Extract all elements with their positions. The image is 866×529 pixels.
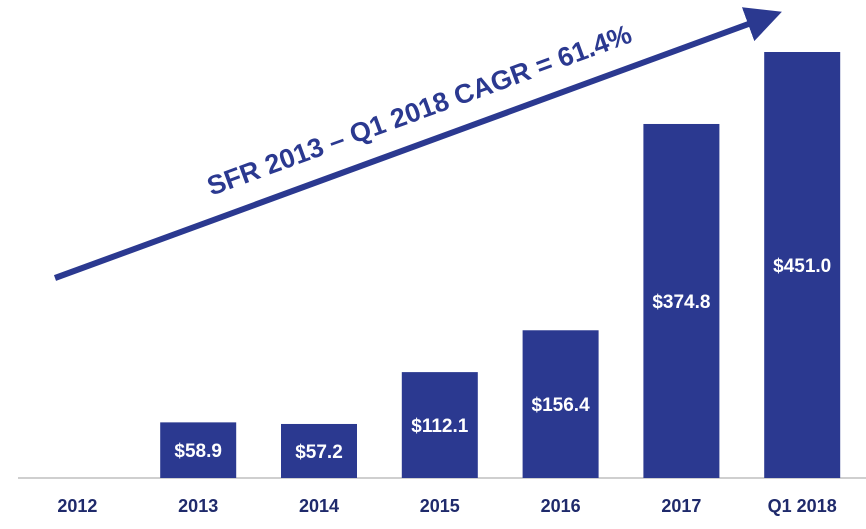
bar — [764, 52, 841, 478]
x-tick-label: 2015 — [420, 496, 460, 516]
value-label: $374.8 — [652, 292, 710, 313]
bar — [643, 123, 720, 479]
bar — [281, 423, 357, 478]
value-label: $112.1 — [411, 416, 468, 437]
bar — [522, 330, 599, 478]
x-tick-label: Q1 2018 — [768, 496, 837, 516]
trend-arrow — [53, 7, 782, 281]
x-tick-label: 2014 — [299, 496, 339, 516]
value-label: $451.0 — [773, 256, 831, 277]
annotation: SFR 2013 – Q1 2018 CAGR = 61.4% — [203, 19, 635, 202]
bar — [401, 372, 478, 478]
value-label: $156.4 — [532, 395, 591, 416]
value-label: $58.9 — [174, 441, 222, 462]
x-tick-label: 2017 — [661, 496, 701, 516]
bar — [160, 422, 237, 478]
value-label: $57.2 — [295, 442, 343, 463]
x-tick-label: 2013 — [178, 496, 218, 516]
x-tick-label: 2016 — [541, 496, 581, 516]
x-tick-label: 2012 — [57, 496, 97, 516]
